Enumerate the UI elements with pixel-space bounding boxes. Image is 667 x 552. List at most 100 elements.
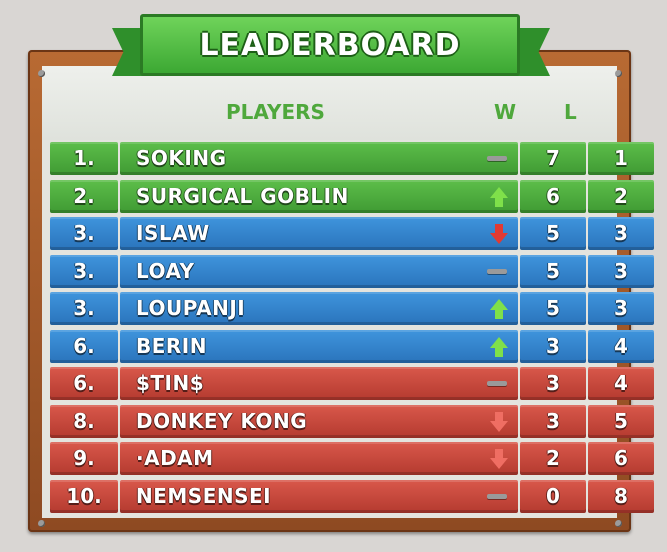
rank-plank [50, 367, 118, 400]
player-name: SURGICAL GOBLIN [136, 183, 349, 208]
losses-value: 4 [614, 371, 628, 395]
wins-plank [520, 479, 586, 513]
rank-plank [50, 142, 118, 175]
nail [38, 70, 45, 77]
nail [38, 520, 45, 527]
wins-plank [520, 442, 586, 475]
wins-plank [520, 254, 586, 288]
leaderboard-row: 9. ·ADAM 2 6 [50, 442, 654, 475]
losses-column-header: L [564, 100, 577, 124]
trend-unchanged-icon [487, 268, 507, 274]
losses-value: 5 [614, 408, 628, 433]
rank-plank [50, 292, 118, 325]
trend-unchanged-icon [487, 493, 507, 499]
player-name: BERIN [136, 333, 207, 358]
player-name: DONKEY KONG [136, 408, 308, 433]
losses-value: 6 [614, 446, 628, 470]
name-plank [120, 404, 518, 438]
trend-up-icon [490, 299, 508, 319]
trend-down-icon [490, 449, 508, 469]
leaderboard-row: 1. SOKING 7 1 [50, 142, 654, 175]
wins-plank [520, 142, 586, 175]
trend-up-icon [490, 186, 508, 207]
rank-label: 8. [73, 408, 95, 433]
leaderboard-row: 3. LOUPANJI 5 3 [50, 292, 654, 325]
losses-plank [588, 329, 654, 363]
nail [615, 520, 622, 527]
leaderboard-row: 6. $TIN$ 3 4 [50, 367, 654, 400]
wins-plank [520, 404, 586, 438]
player-name: LOUPANJI [136, 296, 246, 320]
wins-value: 5 [546, 296, 560, 320]
losses-plank [588, 254, 654, 288]
rank-label: 1. [73, 146, 95, 170]
trend-up-icon [490, 336, 508, 357]
leaderboard-row: 3. LOAY 5 3 [50, 254, 654, 288]
name-plank [120, 292, 518, 325]
rank-plank [50, 254, 118, 288]
title-banner: LEADERBOARD [140, 14, 520, 76]
losses-plank [588, 479, 654, 513]
leaderboard-row: 2. SURGICAL GOBLIN 6 2 [50, 179, 654, 213]
leaderboard-row: 6. BERIN 3 4 [50, 329, 654, 363]
leaderboard-table: 1. SOKING 7 1 2. SURGICAL GOBLIN 6 2 3. ISLAW 5 3 3.… [50, 142, 654, 517]
trend-down-icon [490, 411, 508, 432]
rank-label: 9. [73, 446, 95, 470]
leaderboard-row: 10. NEMSENSEI 0 8 [50, 479, 654, 513]
rank-label: 6. [73, 371, 95, 395]
trend-unchanged-icon [487, 381, 507, 386]
wins-plank [520, 367, 586, 400]
losses-plank [588, 292, 654, 325]
rank-label: 2. [73, 183, 95, 208]
rank-plank [50, 329, 118, 363]
wins-value: 3 [546, 333, 560, 358]
rank-label: 6. [73, 333, 95, 358]
wins-value: 0 [546, 483, 560, 508]
nail [615, 70, 622, 77]
name-plank [120, 217, 518, 250]
losses-plank [588, 442, 654, 475]
losses-plank [588, 179, 654, 213]
wins-value: 2 [546, 446, 560, 470]
rank-plank [50, 479, 118, 513]
wins-column-header: W [494, 100, 517, 124]
leaderboard-row: 3. ISLAW 5 3 [50, 217, 654, 250]
wins-value: 7 [546, 146, 560, 170]
name-plank [120, 254, 518, 288]
rank-label: 10. [66, 483, 102, 508]
wins-value: 3 [546, 408, 560, 433]
name-plank [120, 367, 518, 400]
trend-down-icon [490, 224, 508, 244]
losses-value: 1 [614, 146, 628, 170]
player-name: ISLAW [136, 221, 210, 245]
wins-value: 3 [546, 371, 560, 395]
losses-value: 8 [614, 483, 628, 508]
losses-value: 3 [614, 296, 628, 320]
losses-plank [588, 217, 654, 250]
wins-plank [520, 179, 586, 213]
wins-plank [520, 217, 586, 250]
player-name: ·ADAM [136, 446, 214, 470]
trend-unchanged-icon [487, 156, 507, 161]
losses-plank [588, 404, 654, 438]
rank-plank [50, 442, 118, 475]
players-column-header: PLAYERS [226, 100, 325, 124]
wins-value: 5 [546, 221, 560, 245]
header-strip [42, 66, 617, 140]
name-plank [120, 329, 518, 363]
losses-value: 2 [614, 183, 628, 208]
losses-value: 3 [614, 258, 628, 283]
rank-label: 3. [73, 221, 95, 245]
player-name: LOAY [136, 258, 195, 283]
rank-label: 3. [73, 296, 95, 320]
losses-plank [588, 142, 654, 175]
leaderboard-row: 8. DONKEY KONG 3 5 [50, 404, 654, 438]
losses-plank [588, 367, 654, 400]
wins-value: 5 [546, 258, 560, 283]
name-plank [120, 442, 518, 475]
wins-value: 6 [546, 183, 560, 208]
leaderboard-title: LEADERBOARD [199, 27, 461, 63]
rank-plank [50, 217, 118, 250]
rank-plank [50, 179, 118, 213]
wins-plank [520, 329, 586, 363]
